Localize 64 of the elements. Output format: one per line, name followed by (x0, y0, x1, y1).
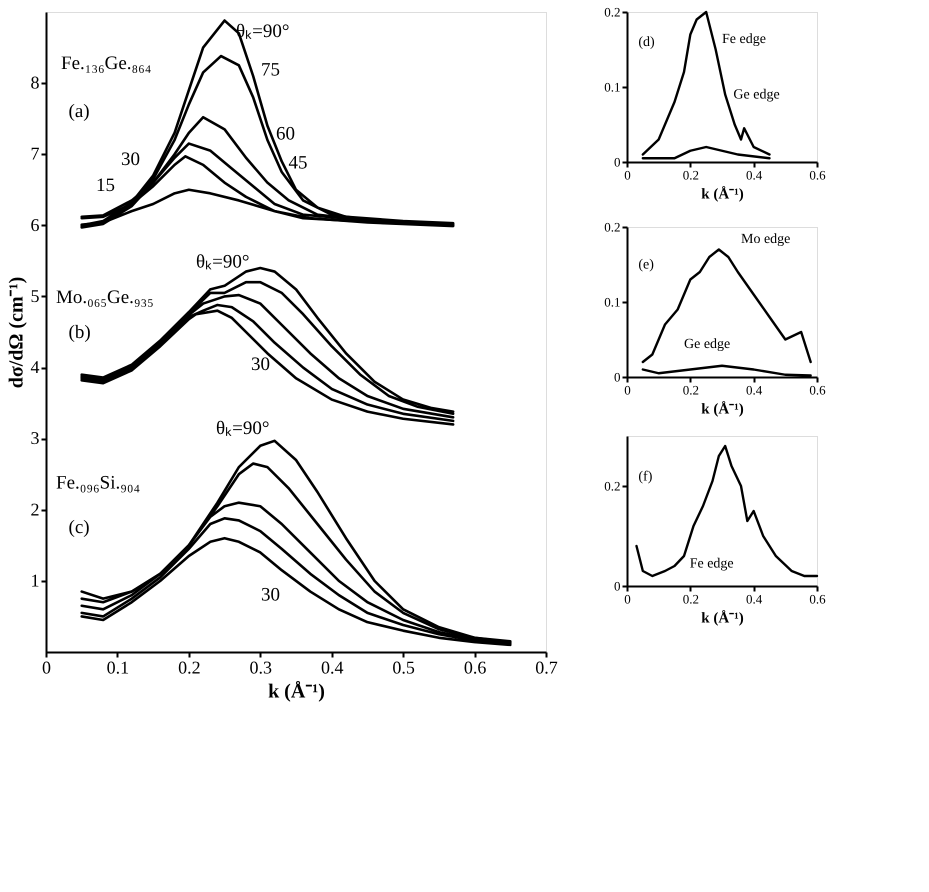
x-tick-label: 0.2 (682, 382, 699, 398)
x-tick-label: 0.2 (682, 168, 699, 182)
x-tick-label: 0.4 (746, 592, 763, 606)
annotation: 30 (251, 354, 270, 375)
annotation: 30 (261, 584, 280, 606)
annotation: θₖ=90° (236, 21, 290, 42)
x-tick-label: 0.2 (682, 592, 699, 606)
annotation: Mo edge (741, 232, 790, 247)
y-tick-label: 0.2 (604, 4, 620, 20)
annotation: θₖ=90° (216, 418, 270, 439)
y-tick-label: 0.1 (604, 80, 620, 94)
x-tick-label: 0.6 (809, 382, 826, 398)
annotation: Mo.₀₆₅Ge.₉₃₅ (56, 286, 154, 308)
x-tick-label: 0 (624, 168, 631, 182)
annotation: Ge edge (684, 337, 730, 352)
x-tick-label: 0.4 (746, 382, 763, 398)
x-tick-label: 0.7 (535, 658, 558, 678)
annotation: Fe.₀₉₆Si.₉₀₄ (56, 472, 140, 494)
annotation: (d) (638, 35, 656, 50)
x-axis-title: k (Å⁻¹) (268, 680, 325, 702)
y-tick-label: 1 (30, 570, 40, 590)
y-tick-label: 8 (30, 72, 40, 93)
annotation: Fe edge (690, 556, 734, 572)
y-tick-label: 7 (30, 144, 40, 164)
x-tick-label: 0 (624, 592, 631, 606)
annotation: Ge edge (733, 88, 780, 102)
annotation: (b) (68, 322, 91, 343)
annotation: Fe.₁₃₆Ge.₈₆₄ (61, 53, 152, 74)
y-tick-label: 0 (614, 370, 620, 384)
y-tick-label: 2 (30, 499, 40, 520)
x-axis-title: k (Å⁻¹) (701, 610, 744, 626)
x-tick-label: 0.6 (464, 658, 486, 678)
y-tick-label: 0.1 (604, 294, 620, 310)
x-tick-label: 0.2 (178, 658, 201, 678)
annotation: 30 (121, 149, 140, 170)
x-tick-label: 0.1 (106, 658, 130, 678)
annotation: 75 (261, 60, 280, 81)
annotation: θₖ=90° (196, 252, 250, 273)
annotation: (c) (68, 517, 90, 538)
annotation: (e) (638, 258, 654, 272)
x-tick-label: 0.5 (392, 658, 415, 678)
y-tick-label: 6 (30, 214, 40, 235)
y-tick-label: 4 (30, 357, 40, 378)
annotation: Fe edge (722, 32, 766, 47)
annotation: 45 (288, 152, 308, 174)
y-tick-label: 0 (614, 578, 620, 594)
y-axis-title: dσ/dΩ (cm⁻¹) (6, 276, 28, 388)
annotation: (f) (638, 470, 653, 484)
x-tick-label: 0.6 (809, 592, 826, 606)
y-tick-label: 0 (614, 154, 620, 170)
x-tick-label: 0.4 (320, 658, 344, 678)
annotation: (a) (68, 101, 90, 122)
x-tick-label: 0.4 (746, 168, 763, 182)
x-tick-label: 0 (624, 382, 631, 398)
annotation: 15 (96, 174, 115, 196)
x-tick-label: 0.3 (250, 658, 272, 678)
x-axis-title: k (Å⁻¹) (701, 186, 744, 202)
annotation: 60 (276, 124, 295, 145)
y-tick-label: 3 (30, 428, 40, 448)
y-tick-label: 0.2 (604, 220, 620, 234)
x-tick-label: 0.6 (809, 168, 826, 182)
y-tick-label: 5 (30, 286, 40, 306)
x-axis-title: k (Å⁻¹) (701, 400, 744, 418)
y-tick-label: 0.2 (604, 478, 620, 494)
